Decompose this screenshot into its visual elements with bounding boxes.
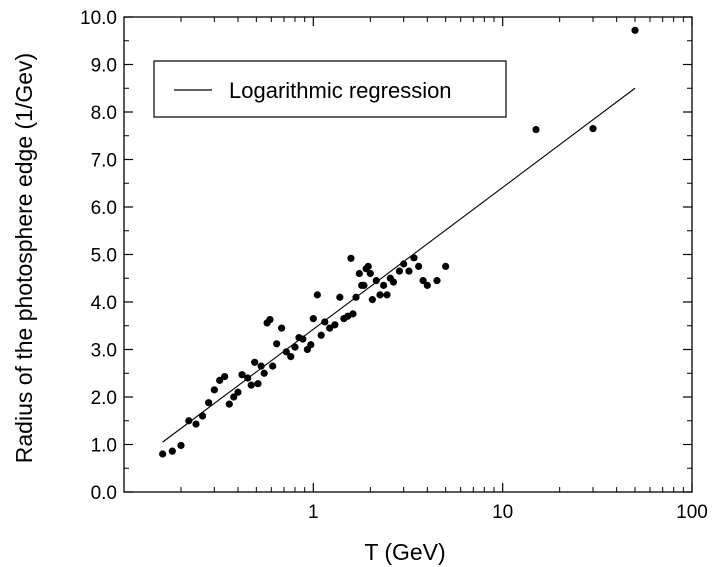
y-tick-label: 4.0	[91, 293, 117, 314]
scatter-point	[192, 420, 200, 428]
scatter-point	[331, 321, 339, 329]
scatter-point	[230, 393, 238, 401]
regression-line-layer	[162, 87, 636, 443]
scatter-point	[216, 376, 224, 384]
y-tick-label: 5.0	[91, 246, 117, 267]
scatter-point	[317, 331, 325, 339]
scatter-point	[210, 386, 218, 394]
scatter-point	[395, 267, 404, 275]
scatter-point	[423, 281, 431, 289]
y-tick-label: 9.0	[91, 56, 117, 77]
scatter-point	[410, 254, 418, 262]
scatter-point	[336, 293, 344, 301]
scatter-point	[347, 254, 355, 262]
scatter-point	[360, 281, 368, 289]
scatter-point	[349, 310, 357, 318]
scatter-points-layer	[159, 26, 639, 458]
legend-label-logarithmic-regression: Logarithmic regression	[229, 78, 452, 103]
scatter-point	[400, 260, 408, 268]
y-tick-label: 6.0	[91, 198, 117, 219]
scatter-point	[273, 340, 281, 348]
scatter-point	[419, 277, 427, 285]
y-axis-title: Radius of the photosphere edge (1/Gev)	[11, 53, 37, 463]
scatter-point	[266, 315, 274, 324]
x-tick-label: 1	[308, 502, 319, 523]
y-axis: 0.0 1.0 2.0 3.0 4.0 5.0 6.0 7.0 8.0 9.0 10.0	[80, 8, 692, 504]
scatter-point	[287, 353, 295, 361]
scatter-point	[532, 125, 540, 134]
scatter-point	[185, 417, 193, 425]
scatter-point	[299, 335, 307, 343]
scatter-point	[366, 269, 374, 278]
scatter-point	[177, 441, 185, 450]
scatter-point	[159, 450, 167, 458]
scatter-point	[631, 26, 639, 34]
scatter-point	[198, 412, 207, 420]
scatter-point	[221, 372, 229, 381]
scatter-point	[326, 324, 334, 332]
scatter-point	[352, 293, 360, 301]
x-tick-label: 100	[676, 502, 708, 523]
y-tick-label: 7.0	[91, 151, 117, 172]
x-axis: 1 10 100	[180, 17, 708, 523]
y-tick-label: 1.0	[91, 436, 117, 457]
scatter-point	[291, 343, 299, 351]
scatter-point	[309, 315, 317, 323]
y-tick-label: 8.0	[91, 103, 117, 124]
scatter-point	[282, 348, 290, 356]
scatter-point	[307, 341, 315, 349]
scatter-point	[376, 291, 384, 299]
legend-box	[153, 60, 507, 118]
scatter-point	[260, 369, 268, 377]
scatter-point	[383, 291, 391, 299]
scatter-point	[415, 262, 423, 270]
y-tick-label: 3.0	[91, 341, 117, 362]
scatter-point	[254, 380, 262, 388]
scatter-point	[372, 277, 380, 285]
scatter-point	[442, 262, 450, 270]
scatter-point	[368, 296, 376, 304]
scatter-point	[355, 269, 363, 278]
scatter-point	[313, 291, 321, 299]
scatter-point	[247, 381, 255, 389]
scatter-point	[405, 267, 413, 275]
scatter-point	[321, 318, 329, 326]
scatter-point	[389, 278, 398, 286]
scatter-point	[205, 399, 213, 407]
legend: Logarithmic regression	[153, 60, 507, 118]
scatter-point	[238, 371, 246, 379]
scatter-point	[225, 400, 233, 408]
scatter-point	[234, 388, 242, 396]
scatter-point	[168, 447, 176, 455]
scatter-point	[257, 362, 265, 370]
x-axis-title: T (GeV)	[364, 539, 445, 565]
regression-line	[162, 87, 636, 443]
scatter-point	[269, 362, 277, 370]
scatter-point	[379, 281, 388, 289]
scatter-point	[278, 324, 286, 332]
scatter-point	[251, 358, 259, 366]
scatter-point	[589, 125, 597, 133]
scatter-point	[364, 262, 372, 270]
x-tick-label: 10	[492, 502, 513, 523]
scatter-point	[244, 374, 252, 382]
y-tick-label: 2.0	[91, 388, 117, 409]
y-tick-label: 0.0	[91, 483, 117, 504]
y-tick-label: 10.0	[80, 8, 117, 29]
scatter-point	[433, 277, 441, 285]
